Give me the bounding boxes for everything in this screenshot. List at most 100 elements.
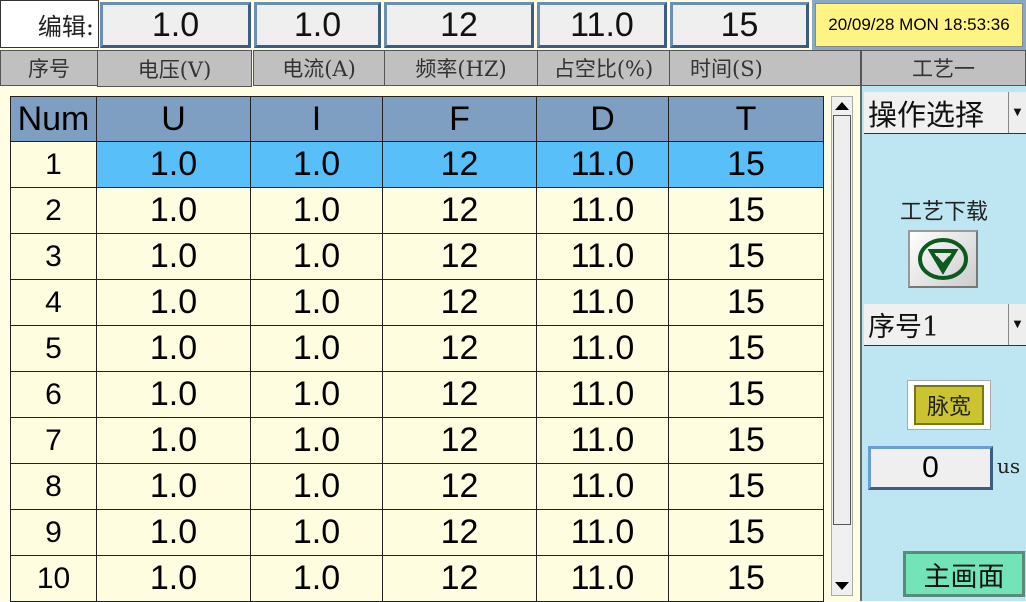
cell-i[interactable]: 1.0 <box>250 371 383 418</box>
cell-u[interactable]: 1.0 <box>96 509 251 556</box>
data-table: Num U I F D T 1 1.0 1.0 12 11.0 15 2 1.0 1.0 12 11… <box>10 96 824 602</box>
cell-f[interactable]: 12 <box>382 233 537 280</box>
cell-t[interactable]: 15 <box>668 233 824 280</box>
cell-num[interactable]: 1 <box>10 141 97 188</box>
edit-t-input[interactable]: 15 <box>670 2 809 48</box>
cell-i[interactable]: 1.0 <box>250 233 383 280</box>
cell-num[interactable]: 7 <box>10 417 97 464</box>
cell-t[interactable]: 15 <box>668 187 824 234</box>
cell-f[interactable]: 12 <box>382 279 537 326</box>
cell-i[interactable]: 1.0 <box>250 187 383 234</box>
edit-i-input[interactable]: 1.0 <box>254 2 381 48</box>
cell-f[interactable]: 12 <box>382 463 537 510</box>
main-screen-button[interactable]: 主画面 <box>903 551 1025 597</box>
cell-i[interactable]: 1.0 <box>250 141 383 188</box>
header-duty: 占空比(%) <box>537 50 670 86</box>
side-panel: 操作选择 ▼ 工艺下载 序号1 ▼ 脉宽 0 us 主画面 <box>860 86 1026 601</box>
table-row[interactable]: 1 1.0 1.0 12 11.0 15 <box>10 141 824 188</box>
chevron-down-icon[interactable]: ▼ <box>1008 304 1026 345</box>
header-time: 时间(S) <box>669 50 861 86</box>
cell-num[interactable]: 10 <box>10 555 97 602</box>
table-row[interactable]: 7 1.0 1.0 12 11.0 15 <box>10 417 824 464</box>
cell-num[interactable]: 2 <box>10 187 97 234</box>
table-header-row: Num U I F D T <box>10 96 824 142</box>
cell-f[interactable]: 12 <box>382 187 537 234</box>
cell-i[interactable]: 1.0 <box>250 555 383 602</box>
table-row[interactable]: 5 1.0 1.0 12 11.0 15 <box>10 325 824 372</box>
cell-f[interactable]: 12 <box>382 325 537 372</box>
cell-f[interactable]: 12 <box>382 509 537 556</box>
cell-d[interactable]: 11.0 <box>536 371 669 418</box>
cell-t[interactable]: 15 <box>668 371 824 418</box>
table-row[interactable]: 4 1.0 1.0 12 11.0 15 <box>10 279 824 326</box>
cell-f[interactable]: 12 <box>382 555 537 602</box>
cell-t[interactable]: 15 <box>668 555 824 602</box>
edit-f-input[interactable]: 12 <box>384 2 534 48</box>
cell-d[interactable]: 11.0 <box>536 463 669 510</box>
cell-d[interactable]: 11.0 <box>536 279 669 326</box>
cell-t[interactable]: 15 <box>668 141 824 188</box>
scrollbar[interactable] <box>831 96 853 596</box>
col-u: U <box>96 96 251 142</box>
cell-d[interactable]: 11.0 <box>536 233 669 280</box>
operation-select[interactable]: 操作选择 ▼ <box>864 92 1026 134</box>
cell-d[interactable]: 11.0 <box>536 325 669 372</box>
cell-num[interactable]: 3 <box>10 233 97 280</box>
cell-u[interactable]: 1.0 <box>96 555 251 602</box>
pulse-width-input[interactable]: 0 <box>868 446 993 490</box>
col-d: D <box>536 96 669 142</box>
edit-d-input[interactable]: 11.0 <box>537 2 667 48</box>
scroll-down-icon[interactable] <box>835 582 849 590</box>
pulse-width-button[interactable]: 脉宽 <box>907 380 991 430</box>
download-button[interactable] <box>908 230 978 288</box>
cell-u[interactable]: 1.0 <box>96 141 251 188</box>
cell-i[interactable]: 1.0 <box>250 417 383 464</box>
table-row[interactable]: 6 1.0 1.0 12 11.0 15 <box>10 371 824 418</box>
cell-d[interactable]: 11.0 <box>536 509 669 556</box>
cell-num[interactable]: 6 <box>10 371 97 418</box>
cell-u[interactable]: 1.0 <box>96 417 251 464</box>
cell-t[interactable]: 15 <box>668 417 824 464</box>
cell-d[interactable]: 11.0 <box>536 417 669 464</box>
col-f: F <box>382 96 537 142</box>
cell-i[interactable]: 1.0 <box>250 279 383 326</box>
cell-d[interactable]: 11.0 <box>536 141 669 188</box>
cell-f[interactable]: 12 <box>382 417 537 464</box>
cell-u[interactable]: 1.0 <box>96 187 251 234</box>
cell-u[interactable]: 1.0 <box>96 463 251 510</box>
cell-t[interactable]: 15 <box>668 279 824 326</box>
cell-t[interactable]: 15 <box>668 463 824 510</box>
cell-i[interactable]: 1.0 <box>250 325 383 372</box>
cell-f[interactable]: 12 <box>382 371 537 418</box>
scroll-up-icon[interactable] <box>835 102 849 110</box>
cell-num[interactable]: 8 <box>10 463 97 510</box>
datetime-display: 20/09/28 MON 18:53:36 <box>812 0 1026 50</box>
download-circle-icon <box>918 238 968 280</box>
cell-u[interactable]: 1.0 <box>96 279 251 326</box>
cell-num[interactable]: 4 <box>10 279 97 326</box>
col-num: Num <box>10 96 97 142</box>
cell-f[interactable]: 12 <box>382 141 537 188</box>
edit-u-input[interactable]: 1.0 <box>100 2 251 48</box>
cell-u[interactable]: 1.0 <box>96 325 251 372</box>
scroll-thumb[interactable] <box>833 115 851 525</box>
chevron-down-icon[interactable]: ▼ <box>1008 92 1026 133</box>
operation-select-value: 操作选择 <box>868 97 985 132</box>
cell-i[interactable]: 1.0 <box>250 463 383 510</box>
cell-d[interactable]: 11.0 <box>536 555 669 602</box>
table-row[interactable]: 10 1.0 1.0 12 11.0 15 <box>10 555 824 602</box>
sequence-select[interactable]: 序号1 ▼ <box>864 304 1026 346</box>
table-row[interactable]: 3 1.0 1.0 12 11.0 15 <box>10 233 824 280</box>
cell-num[interactable]: 5 <box>10 325 97 372</box>
cell-d[interactable]: 11.0 <box>536 187 669 234</box>
cell-t[interactable]: 15 <box>668 325 824 372</box>
cell-i[interactable]: 1.0 <box>250 509 383 556</box>
cell-t[interactable]: 15 <box>668 509 824 556</box>
cell-u[interactable]: 1.0 <box>96 371 251 418</box>
table-row[interactable]: 2 1.0 1.0 12 11.0 15 <box>10 187 824 234</box>
cell-u[interactable]: 1.0 <box>96 233 251 280</box>
table-row[interactable]: 8 1.0 1.0 12 11.0 15 <box>10 463 824 510</box>
table-row[interactable]: 9 1.0 1.0 12 11.0 15 <box>10 509 824 556</box>
datetime-text: 20/09/28 MON 18:53:36 <box>815 3 1023 47</box>
cell-num[interactable]: 9 <box>10 509 97 556</box>
